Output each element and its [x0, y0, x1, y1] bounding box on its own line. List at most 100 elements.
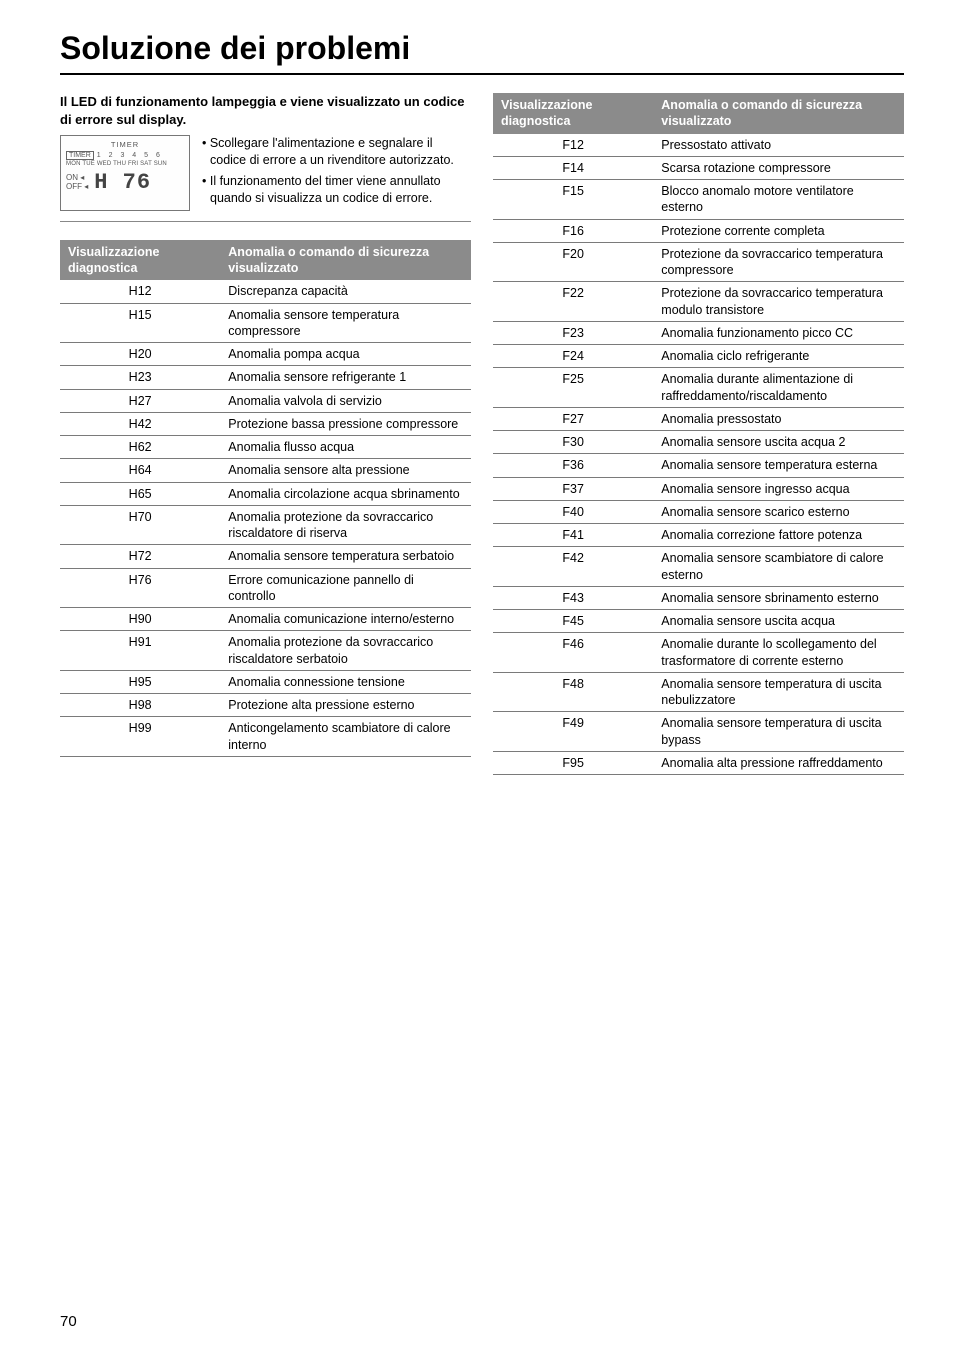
- error-code-cell: F30: [493, 431, 653, 454]
- page-title: Soluzione dei problemi: [60, 30, 904, 67]
- table-row: H95Anomalia connessione tensione: [60, 670, 471, 693]
- table-row: H42Protezione bassa pressione compressor…: [60, 412, 471, 435]
- error-code-cell: F37: [493, 477, 653, 500]
- error-desc-cell: Anomalia alta pressione raffreddamento: [653, 751, 904, 774]
- table-row: H27Anomalia valvola di servizio: [60, 389, 471, 412]
- table-row: H12Discrepanza capacità: [60, 280, 471, 303]
- error-table-left-body: H12Discrepanza capacitàH15Anomalia senso…: [60, 280, 471, 756]
- error-code-cell: H12: [60, 280, 220, 303]
- table-row: F37Anomalia sensore ingresso acqua: [493, 477, 904, 500]
- page-number: 70: [60, 1313, 77, 1330]
- display-onoff: ON ◂ OFF ◂: [66, 174, 88, 192]
- error-table-right-body: F12Pressostato attivatoF14Scarsa rotazio…: [493, 134, 904, 775]
- error-desc-cell: Errore comunicazione pannello di control…: [220, 568, 471, 608]
- content-columns: Il LED di funzionamento lampeggia e vien…: [60, 93, 904, 775]
- error-desc-cell: Blocco anomalo motore ventilatore estern…: [653, 180, 904, 220]
- error-code-cell: F22: [493, 282, 653, 322]
- table-row: F15Blocco anomalo motore ventilatore est…: [493, 180, 904, 220]
- error-desc-cell: Anomalia correzione fattore potenza: [653, 524, 904, 547]
- table-row: F42Anomalia sensore scambiatore di calor…: [493, 547, 904, 587]
- error-desc-cell: Anomalia sensore alta pressione: [220, 459, 471, 482]
- error-desc-cell: Anomalia sensore temperatura compressore: [220, 303, 471, 343]
- error-desc-cell: Protezione da sovraccarico temperatura m…: [653, 282, 904, 322]
- error-desc-cell: Anomalia sensore temperatura esterna: [653, 454, 904, 477]
- table-row: F41Anomalia correzione fattore potenza: [493, 524, 904, 547]
- error-desc-cell: Anomalia pressostato: [653, 407, 904, 430]
- error-code-cell: F25: [493, 368, 653, 408]
- error-desc-cell: Anomalia sensore ingresso acqua: [653, 477, 904, 500]
- display-timer-row: TIMER 1 2 3 4 5 6: [66, 151, 184, 160]
- error-desc-cell: Anomalia sensore temperatura di uscita n…: [653, 672, 904, 712]
- error-code-cell: F12: [493, 134, 653, 157]
- intro-bullets: • Scollegare l'alimentazione e segnalare…: [202, 135, 471, 211]
- table-row: F36Anomalia sensore temperatura esterna: [493, 454, 904, 477]
- display-onoff-row: ON ◂ OFF ◂ H 76: [66, 170, 184, 195]
- error-desc-cell: Anomalia flusso acqua: [220, 436, 471, 459]
- error-code-cell: F14: [493, 156, 653, 179]
- table-row: H64Anomalia sensore alta pressione: [60, 459, 471, 482]
- error-desc-cell: Protezione da sovraccarico temperatura c…: [653, 242, 904, 282]
- error-code-cell: H72: [60, 545, 220, 568]
- error-desc-cell: Anomalia connessione tensione: [220, 670, 471, 693]
- table-row: H70Anomalia protezione da sovraccarico r…: [60, 505, 471, 545]
- error-code-cell: F45: [493, 610, 653, 633]
- error-desc-cell: Protezione alta pressione esterno: [220, 694, 471, 717]
- error-display-illustration: TIMER TIMER 1 2 3 4 5 6 MON TUE WED THU …: [60, 135, 190, 211]
- error-code-cell: H95: [60, 670, 220, 693]
- error-code-cell: H65: [60, 482, 220, 505]
- display-timer-nums: 1 2 3 4 5 6: [97, 152, 163, 159]
- table-row: H76Errore comunicazione pannello di cont…: [60, 568, 471, 608]
- table-row: F16Protezione corrente completa: [493, 219, 904, 242]
- table-row: F20Protezione da sovraccarico temperatur…: [493, 242, 904, 282]
- table-row: F43Anomalia sensore sbrinamento esterno: [493, 586, 904, 609]
- error-desc-cell: Anomalia circolazione acqua sbrinamento: [220, 482, 471, 505]
- error-code-cell: H98: [60, 694, 220, 717]
- error-desc-cell: Anomalia pompa acqua: [220, 343, 471, 366]
- table-row: H65Anomalia circolazione acqua sbrinamen…: [60, 482, 471, 505]
- error-code-cell: F42: [493, 547, 653, 587]
- table-row: F40Anomalia sensore scarico esterno: [493, 500, 904, 523]
- error-desc-cell: Anomalia comunicazione interno/esterno: [220, 608, 471, 631]
- left-column: Il LED di funzionamento lampeggia e vien…: [60, 93, 471, 775]
- table-row: H62Anomalia flusso acqua: [60, 436, 471, 459]
- error-desc-cell: Anomalia ciclo refrigerante: [653, 345, 904, 368]
- error-table-left: Visualizzazione diagnostica Anomalia o c…: [60, 240, 471, 757]
- table-header-code: Visualizzazione diagnostica: [60, 240, 220, 281]
- table-row: H91Anomalia protezione da sovraccarico r…: [60, 631, 471, 671]
- error-desc-cell: Anomalia sensore temperatura di uscita b…: [653, 712, 904, 752]
- table-row: F24Anomalia ciclo refrigerante: [493, 345, 904, 368]
- error-code-cell: F95: [493, 751, 653, 774]
- error-desc-cell: Anomalia sensore sbrinamento esterno: [653, 586, 904, 609]
- title-rule: [60, 73, 904, 75]
- table-row: F22Protezione da sovraccarico temperatur…: [493, 282, 904, 322]
- table-row: H15Anomalia sensore temperatura compress…: [60, 303, 471, 343]
- error-desc-cell: Scarsa rotazione compressore: [653, 156, 904, 179]
- error-desc-cell: Anomalia sensore uscita acqua 2: [653, 431, 904, 454]
- error-code-cell: F46: [493, 633, 653, 673]
- error-code-cell: H64: [60, 459, 220, 482]
- display-error-code: H 76: [94, 170, 151, 195]
- error-code-cell: H91: [60, 631, 220, 671]
- error-desc-cell: Anticongelamento scambiatore di calore i…: [220, 717, 471, 757]
- table-row: H23Anomalia sensore refrigerante 1: [60, 366, 471, 389]
- error-desc-cell: Anomalia sensore uscita acqua: [653, 610, 904, 633]
- error-desc-cell: Protezione bassa pressione compressore: [220, 412, 471, 435]
- table-row: H72Anomalia sensore temperatura serbatoi…: [60, 545, 471, 568]
- error-code-cell: H62: [60, 436, 220, 459]
- table-row: F45Anomalia sensore uscita acqua: [493, 610, 904, 633]
- error-desc-cell: Pressostato attivato: [653, 134, 904, 157]
- error-code-cell: H99: [60, 717, 220, 757]
- error-desc-cell: Protezione corrente completa: [653, 219, 904, 242]
- table-row: F48Anomalia sensore temperatura di uscit…: [493, 672, 904, 712]
- table-row: H99Anticongelamento scambiatore di calor…: [60, 717, 471, 757]
- table-row: F46Anomalie durante lo scollegamento del…: [493, 633, 904, 673]
- error-desc-cell: Discrepanza capacità: [220, 280, 471, 303]
- display-days: MON TUE WED THU FRI SAT SUN: [66, 161, 184, 167]
- error-code-cell: H27: [60, 389, 220, 412]
- error-code-cell: F49: [493, 712, 653, 752]
- table-row: F30Anomalia sensore uscita acqua 2: [493, 431, 904, 454]
- error-desc-cell: Anomalia protezione da sovraccarico risc…: [220, 505, 471, 545]
- error-code-cell: F16: [493, 219, 653, 242]
- error-code-cell: F41: [493, 524, 653, 547]
- table-row: F95Anomalia alta pressione raffreddament…: [493, 751, 904, 774]
